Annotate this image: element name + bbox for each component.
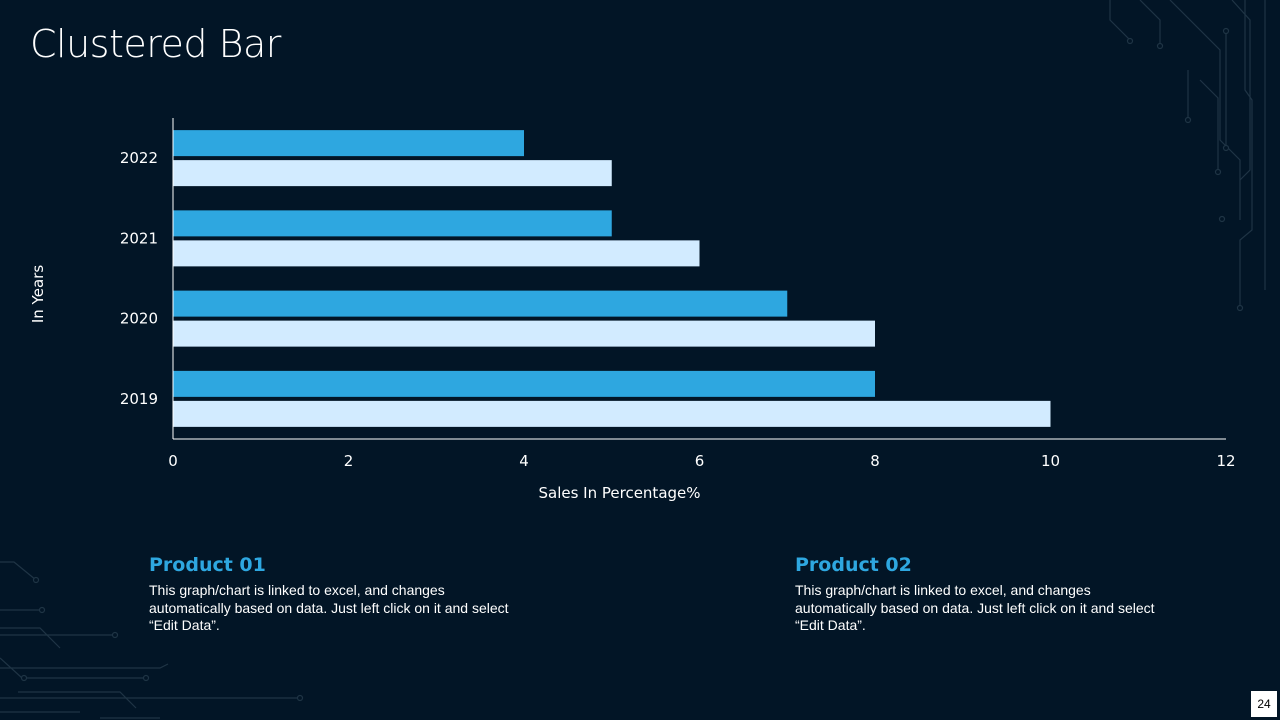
bar-2021-series-1 bbox=[173, 210, 612, 237]
y-tick-label-2022: 2022 bbox=[120, 149, 158, 167]
product-01-block: Product 01 This graph/chart is linked to… bbox=[149, 554, 509, 635]
bar-2022-series-1 bbox=[173, 130, 524, 157]
bar-2022-series-2 bbox=[173, 160, 612, 187]
bar-2021-series-2 bbox=[173, 240, 700, 267]
x-tick-label-10: 10 bbox=[1041, 452, 1060, 470]
product-01-title: Product 01 bbox=[149, 554, 266, 576]
y-tick-label-2020: 2020 bbox=[120, 310, 158, 328]
x-tick-label-2: 2 bbox=[344, 452, 354, 470]
x-tick-label-6: 6 bbox=[695, 452, 705, 470]
bar-2020-series-2 bbox=[173, 320, 875, 347]
bar-2019-series-1 bbox=[173, 370, 875, 397]
product-01-description: This graph/chart is linked to excel, and… bbox=[149, 582, 509, 633]
product-02-title: Product 02 bbox=[795, 554, 912, 576]
page-number: 24 bbox=[1251, 691, 1277, 717]
y-axis-title: In Years bbox=[29, 265, 47, 323]
x-tick-label-8: 8 bbox=[870, 452, 880, 470]
y-tick-label-2019: 2019 bbox=[120, 390, 158, 408]
y-tick-label-2021: 2021 bbox=[120, 229, 158, 247]
product-02-block: Product 02 This graph/chart is linked to… bbox=[795, 554, 1155, 635]
bar-2019-series-2 bbox=[173, 400, 1051, 427]
x-axis-title: Sales In Percentage% bbox=[538, 484, 700, 502]
bar-2020-series-1 bbox=[173, 290, 788, 317]
x-tick-label-0: 0 bbox=[168, 452, 178, 470]
slide-title: Clustered Bar bbox=[30, 22, 281, 66]
x-tick-label-12: 12 bbox=[1216, 452, 1235, 470]
product-02-description: This graph/chart is linked to excel, and… bbox=[795, 582, 1155, 633]
x-tick-label-4: 4 bbox=[519, 452, 529, 470]
clustered-bar-chart: 2022 2021 2020 2019 0 2 4 6 8 10 12 Sales In Percen… bbox=[29, 118, 1236, 502]
